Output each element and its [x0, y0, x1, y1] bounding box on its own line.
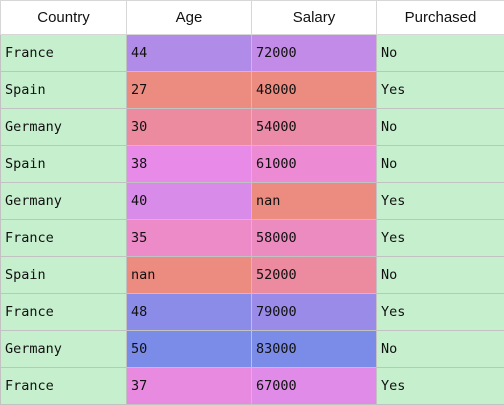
cell-age[interactable]: 27: [127, 72, 252, 109]
column-header-country[interactable]: Country: [1, 1, 127, 35]
cell-age[interactable]: 48: [127, 294, 252, 331]
table-row: Spain nan 52000 No: [1, 257, 504, 294]
cell-purchased[interactable]: No: [377, 146, 504, 183]
cell-purchased[interactable]: No: [377, 35, 504, 72]
cell-salary[interactable]: 54000: [252, 109, 377, 146]
cell-purchased[interactable]: No: [377, 257, 504, 294]
cell-salary[interactable]: nan: [252, 183, 377, 220]
cell-country[interactable]: France: [1, 368, 127, 405]
cell-age[interactable]: 38: [127, 146, 252, 183]
cell-purchased[interactable]: Yes: [377, 368, 504, 405]
cell-salary[interactable]: 48000: [252, 72, 377, 109]
cell-country[interactable]: Germany: [1, 109, 127, 146]
cell-age[interactable]: 44: [127, 35, 252, 72]
cell-purchased[interactable]: No: [377, 109, 504, 146]
table-row: France 48 79000 Yes: [1, 294, 504, 331]
cell-age[interactable]: 30: [127, 109, 252, 146]
cell-purchased[interactable]: Yes: [377, 294, 504, 331]
table-row: Spain 38 61000 No: [1, 146, 504, 183]
cell-age[interactable]: nan: [127, 257, 252, 294]
cell-purchased[interactable]: Yes: [377, 183, 504, 220]
table-row: France 35 58000 Yes: [1, 220, 504, 257]
cell-purchased[interactable]: No: [377, 331, 504, 368]
table-row: Germany 50 83000 No: [1, 331, 504, 368]
cell-salary[interactable]: 72000: [252, 35, 377, 72]
cell-salary[interactable]: 83000: [252, 331, 377, 368]
cell-age[interactable]: 37: [127, 368, 252, 405]
cell-salary[interactable]: 58000: [252, 220, 377, 257]
cell-country[interactable]: France: [1, 294, 127, 331]
column-header-purchased[interactable]: Purchased: [377, 1, 504, 35]
cell-country[interactable]: Germany: [1, 331, 127, 368]
column-header-salary[interactable]: Salary: [252, 1, 377, 35]
cell-salary[interactable]: 79000: [252, 294, 377, 331]
cell-salary[interactable]: 67000: [252, 368, 377, 405]
cell-age[interactable]: 40: [127, 183, 252, 220]
cell-salary[interactable]: 61000: [252, 146, 377, 183]
cell-purchased[interactable]: Yes: [377, 220, 504, 257]
cell-age[interactable]: 50: [127, 331, 252, 368]
table-row: Germany 40 nan Yes: [1, 183, 504, 220]
cell-purchased[interactable]: Yes: [377, 72, 504, 109]
cell-country[interactable]: Spain: [1, 72, 127, 109]
cell-country[interactable]: France: [1, 220, 127, 257]
cell-age[interactable]: 35: [127, 220, 252, 257]
table-row: Spain 27 48000 Yes: [1, 72, 504, 109]
table-row: Germany 30 54000 No: [1, 109, 504, 146]
header-row: Country Age Salary Purchased: [1, 1, 504, 35]
cell-country[interactable]: Germany: [1, 183, 127, 220]
cell-country[interactable]: Spain: [1, 257, 127, 294]
cell-country[interactable]: Spain: [1, 146, 127, 183]
cell-country[interactable]: France: [1, 35, 127, 72]
table-row: France 37 67000 Yes: [1, 368, 504, 405]
column-header-age[interactable]: Age: [127, 1, 252, 35]
cell-salary[interactable]: 52000: [252, 257, 377, 294]
table-row: France 44 72000 No: [1, 35, 504, 72]
